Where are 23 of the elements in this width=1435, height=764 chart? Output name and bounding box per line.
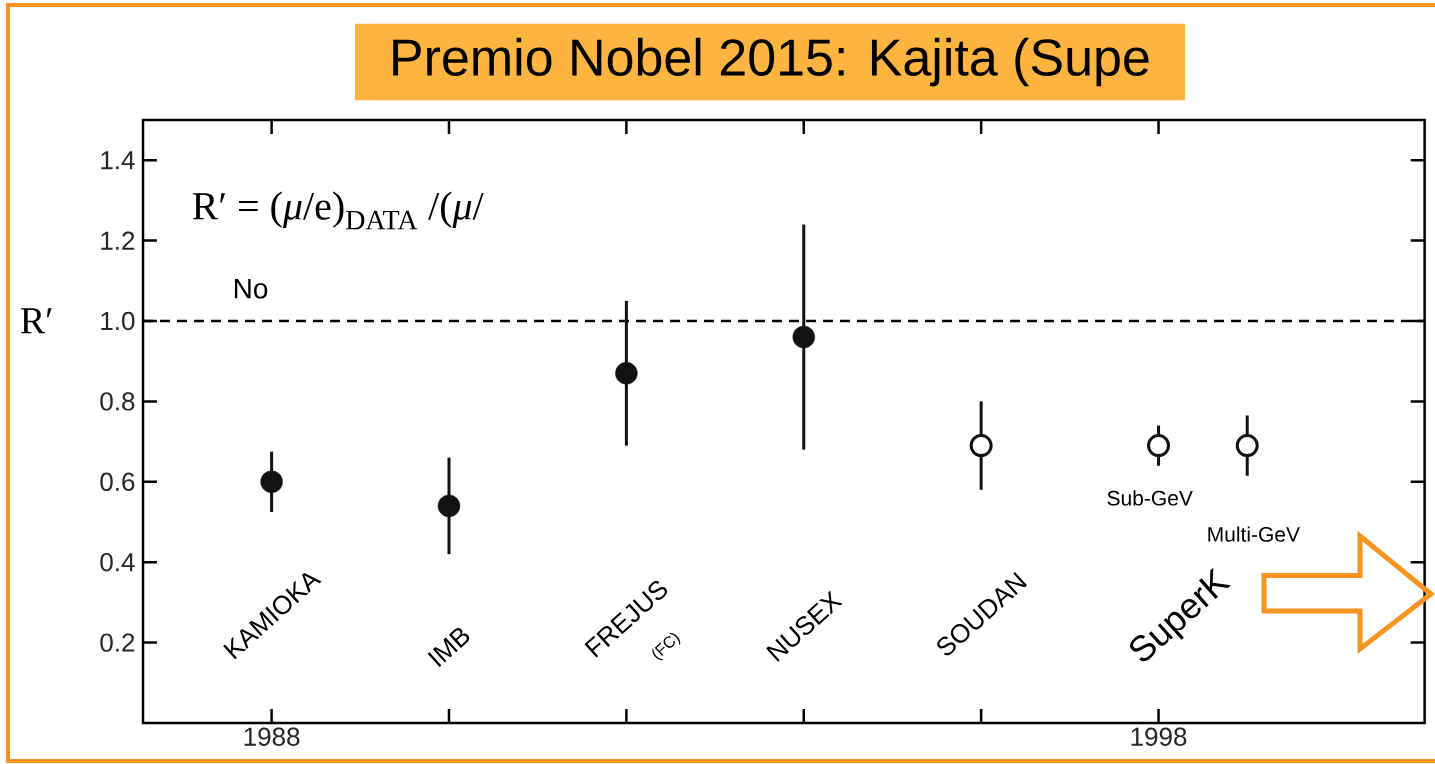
annotation: R′ = (μ/e)$_{DATA}$ /(μ/ <box>192 191 484 230</box>
y-axis-title: R′ <box>20 308 52 334</box>
annotation: IMB <box>427 627 470 668</box>
annotation: Sub-GeV <box>1107 490 1193 506</box>
point <box>1235 434 1259 458</box>
chart-title: Premio Nobel 2015: Kajita (Supe <box>393 37 1149 87</box>
annotation: No <box>234 279 268 299</box>
y-tick-label: 0.4 <box>100 552 135 572</box>
point <box>1147 434 1171 458</box>
y-tick-label: 1.0 <box>101 311 135 331</box>
annotation: Multi-GeV <box>1208 526 1300 542</box>
y-tick-label: 1.2 <box>101 231 135 250</box>
y-tick-label: 0.8 <box>100 392 135 411</box>
x-tick-label: 1988 <box>244 727 300 746</box>
point <box>437 494 461 518</box>
y-tick-label: 0.2 <box>100 633 135 652</box>
point <box>615 362 638 385</box>
y-tick-label: 0.6 <box>100 472 135 491</box>
point <box>969 434 993 458</box>
point <box>792 325 815 349</box>
x-tick-label: 1998 <box>1131 727 1187 746</box>
point <box>260 470 283 493</box>
y-tick-label: 1.4 <box>101 151 135 170</box>
